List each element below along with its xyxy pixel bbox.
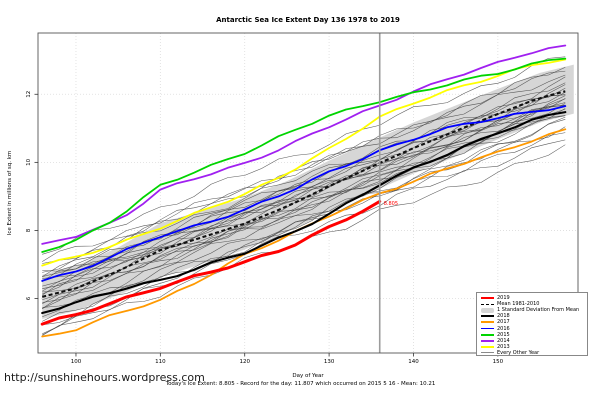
every-other-year-line bbox=[42, 116, 566, 326]
every-other-year-line bbox=[42, 91, 566, 296]
legend-label: 2014 bbox=[497, 337, 510, 344]
legend-item: Mean 1981-2010 bbox=[481, 301, 587, 307]
source-url: http://sunshinehours.wordpress.com bbox=[4, 371, 205, 384]
x-tick-label: 120 bbox=[239, 359, 250, 365]
x-tick-label: 130 bbox=[324, 359, 335, 365]
y-axis-label: Ice Extent in millions of sq. km bbox=[7, 151, 13, 236]
every-other-year-line bbox=[42, 119, 566, 308]
legend-swatch-line bbox=[481, 321, 494, 324]
legend-item: 2014 bbox=[481, 338, 587, 344]
legend-swatch-line bbox=[481, 327, 494, 330]
x-tick-label: 150 bbox=[493, 359, 504, 365]
plot-area: 8.805 100 110 120 130 140 150 6 8 10 12 bbox=[26, 32, 579, 365]
series-2019-line bbox=[40, 199, 382, 326]
series-2014-line bbox=[41, 44, 567, 245]
every-other-year-line bbox=[42, 82, 566, 283]
legend-label: 2015 bbox=[497, 331, 510, 338]
every-other-year-line bbox=[42, 132, 566, 272]
y-tick-label: 6 bbox=[26, 296, 32, 300]
x-tick-label: 110 bbox=[155, 359, 166, 365]
legend-swatch-line-thick bbox=[481, 296, 494, 300]
legend-label: 2017 bbox=[497, 319, 510, 326]
legend-label: 2016 bbox=[497, 325, 510, 332]
legend-label: Mean 1981-2010 bbox=[497, 301, 540, 308]
legend-item: 2015 bbox=[481, 332, 587, 338]
every-other-year-line bbox=[42, 98, 566, 279]
every-other-year-line bbox=[42, 126, 566, 322]
legend-swatch-line bbox=[481, 339, 494, 342]
legend-item: Every Other Year bbox=[481, 350, 587, 356]
legend-label: 2013 bbox=[497, 343, 510, 350]
today-value-label: 8.805 bbox=[384, 201, 398, 207]
every-other-year-line bbox=[42, 74, 566, 264]
legend-item: 2013 bbox=[481, 344, 587, 350]
y-tick-label: 10 bbox=[26, 158, 32, 165]
every-other-year-line bbox=[42, 102, 566, 309]
legend-label: Every Other Year bbox=[497, 349, 540, 356]
legend-swatch-line bbox=[481, 315, 494, 318]
legend-item: 2019 bbox=[481, 295, 587, 301]
every-other-year-line bbox=[42, 56, 566, 255]
series-2013-line bbox=[41, 58, 567, 267]
legend-label: 2018 bbox=[497, 313, 510, 320]
every-other-year-line bbox=[42, 98, 566, 292]
series-2018-line bbox=[41, 111, 567, 315]
every-other-year-line bbox=[42, 94, 566, 282]
legend-label: 2019 bbox=[497, 295, 510, 302]
y-tick-label: 12 bbox=[26, 91, 32, 98]
summary-caption: Today's Ice Extent: 8.805 - Record for t… bbox=[165, 381, 436, 387]
legend-swatch-line-thin bbox=[481, 352, 494, 354]
legend-item: 2018 bbox=[481, 313, 587, 319]
legend-swatch-line bbox=[481, 345, 494, 348]
x-tick-label: 100 bbox=[71, 359, 82, 365]
legend-swatch-line bbox=[481, 333, 494, 336]
y-tick-label: 8 bbox=[26, 228, 32, 232]
legend-item: 2017 bbox=[481, 319, 587, 325]
series-2016-line bbox=[41, 105, 567, 282]
every-other-year-line bbox=[42, 95, 566, 303]
legend: 2019 Mean 1981-2010 1 Standard Deviation F… bbox=[476, 292, 588, 356]
legend-swatch-line-dashed bbox=[481, 303, 494, 305]
std-dev-band bbox=[42, 64, 574, 319]
x-axis-label: Day of Year bbox=[292, 373, 324, 379]
chart-title: Antarctic Sea Ice Extent Day 136 1978 to… bbox=[216, 16, 400, 24]
series-2015-line bbox=[41, 57, 567, 253]
legend-label: 1 Standard Deviation From Mean bbox=[497, 307, 580, 314]
legend-item: 2016 bbox=[481, 325, 587, 332]
every-other-year-line bbox=[42, 66, 566, 262]
legend-item: 1 Standard Deviation From Mean bbox=[481, 307, 587, 313]
plot-border bbox=[37, 32, 579, 354]
every-other-year-line bbox=[42, 115, 566, 309]
x-tick-label: 140 bbox=[408, 359, 419, 365]
legend-swatch-band bbox=[481, 307, 494, 313]
